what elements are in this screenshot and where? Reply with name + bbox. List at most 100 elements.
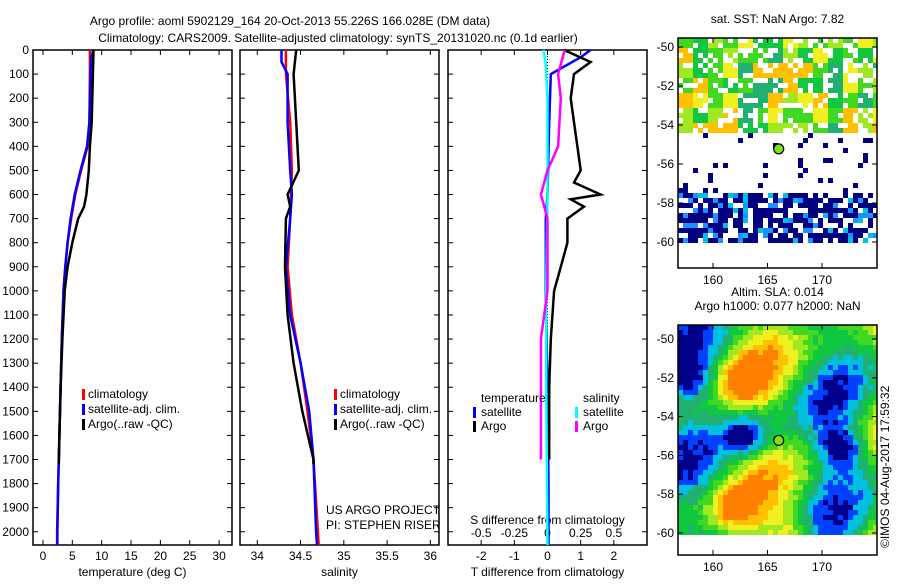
map-cell	[718, 450, 723, 455]
map-cell	[823, 435, 828, 440]
map-cell	[753, 430, 758, 435]
map-cell	[738, 218, 743, 223]
map-cell	[768, 88, 773, 93]
map-cell	[858, 445, 863, 450]
map-cell	[828, 465, 833, 470]
map-cell	[723, 390, 728, 395]
map-cell	[803, 93, 808, 98]
map-cell	[758, 425, 763, 430]
map-cell	[838, 460, 843, 465]
map-cell	[773, 425, 778, 430]
map-cell	[833, 420, 838, 425]
map-cell	[718, 213, 723, 218]
map-cell	[813, 233, 818, 238]
map-cell	[688, 335, 693, 340]
map-cell	[828, 63, 833, 68]
map-cell	[753, 485, 758, 490]
map-cell	[693, 98, 698, 103]
map-cell	[768, 123, 773, 128]
map-cell	[743, 415, 748, 420]
map-cell	[748, 68, 753, 73]
map-cell	[698, 208, 703, 213]
map-cell	[693, 470, 698, 475]
map-cell	[788, 460, 793, 465]
map-cell	[748, 355, 753, 360]
map-cell	[853, 365, 858, 370]
map-cell	[708, 490, 713, 495]
map-cell	[863, 450, 868, 455]
map-cell	[693, 58, 698, 63]
map-cell	[773, 370, 778, 375]
map-cell	[768, 218, 773, 223]
map-cell	[848, 480, 853, 485]
map-cell	[758, 390, 763, 395]
map-cell	[813, 450, 818, 455]
map-cell	[738, 415, 743, 420]
map-cell	[743, 435, 748, 440]
map-cell	[833, 208, 838, 213]
map-cell	[683, 395, 688, 400]
map-cell	[783, 450, 788, 455]
legend-swatch	[575, 407, 578, 418]
map-cell	[753, 355, 758, 360]
map-cell	[863, 198, 868, 203]
map-cell	[693, 340, 698, 345]
map-cell	[773, 228, 778, 233]
map-cell	[753, 510, 758, 515]
map-cell	[713, 525, 718, 530]
map-cell	[803, 425, 808, 430]
map-cell	[708, 390, 713, 395]
map-cell	[698, 400, 703, 405]
map-cell	[728, 365, 733, 370]
map-cell	[813, 520, 818, 525]
map-cell	[758, 375, 763, 380]
y-tick-label: -58	[657, 487, 675, 501]
map-cell	[738, 445, 743, 450]
map-cell	[748, 440, 753, 445]
map-cell	[863, 500, 868, 505]
map-cell	[678, 113, 683, 118]
map-cell	[703, 340, 708, 345]
map-cell	[828, 375, 833, 380]
map-cell	[703, 505, 708, 510]
map-cell	[693, 485, 698, 490]
map-cell	[703, 525, 708, 530]
map-cell	[688, 203, 693, 208]
map-cell	[743, 360, 748, 365]
map-cell	[813, 103, 818, 108]
map-cell	[833, 415, 838, 420]
argo-position-marker	[773, 143, 785, 155]
map-cell	[828, 228, 833, 233]
map-cell	[693, 360, 698, 365]
map-cell	[753, 58, 758, 63]
map-cell	[713, 345, 718, 350]
map-cell	[718, 223, 723, 228]
map-cell	[788, 415, 793, 420]
map-cell	[698, 445, 703, 450]
map-cell	[693, 198, 698, 203]
map-cell	[853, 505, 858, 510]
map-cell	[728, 370, 733, 375]
map-cell	[838, 330, 843, 335]
map-cell	[758, 460, 763, 465]
map-cell	[733, 223, 738, 228]
map-cell	[773, 415, 778, 420]
map-cell	[728, 435, 733, 440]
map-cell	[713, 78, 718, 83]
map-cell	[768, 203, 773, 208]
map-cell	[848, 495, 853, 500]
map-cell	[868, 400, 873, 405]
map-cell	[693, 415, 698, 420]
map-cell	[768, 375, 773, 380]
y-tick-label: 1700	[2, 452, 29, 466]
map-cell	[808, 365, 813, 370]
map-cell	[843, 445, 848, 450]
map-cell	[783, 213, 788, 218]
map-cell	[708, 480, 713, 485]
map-cell	[738, 490, 743, 495]
map-cell	[843, 208, 848, 213]
map-cell	[728, 410, 733, 415]
map-cell	[733, 350, 738, 355]
map-cell	[718, 495, 723, 500]
map-cell	[688, 420, 693, 425]
